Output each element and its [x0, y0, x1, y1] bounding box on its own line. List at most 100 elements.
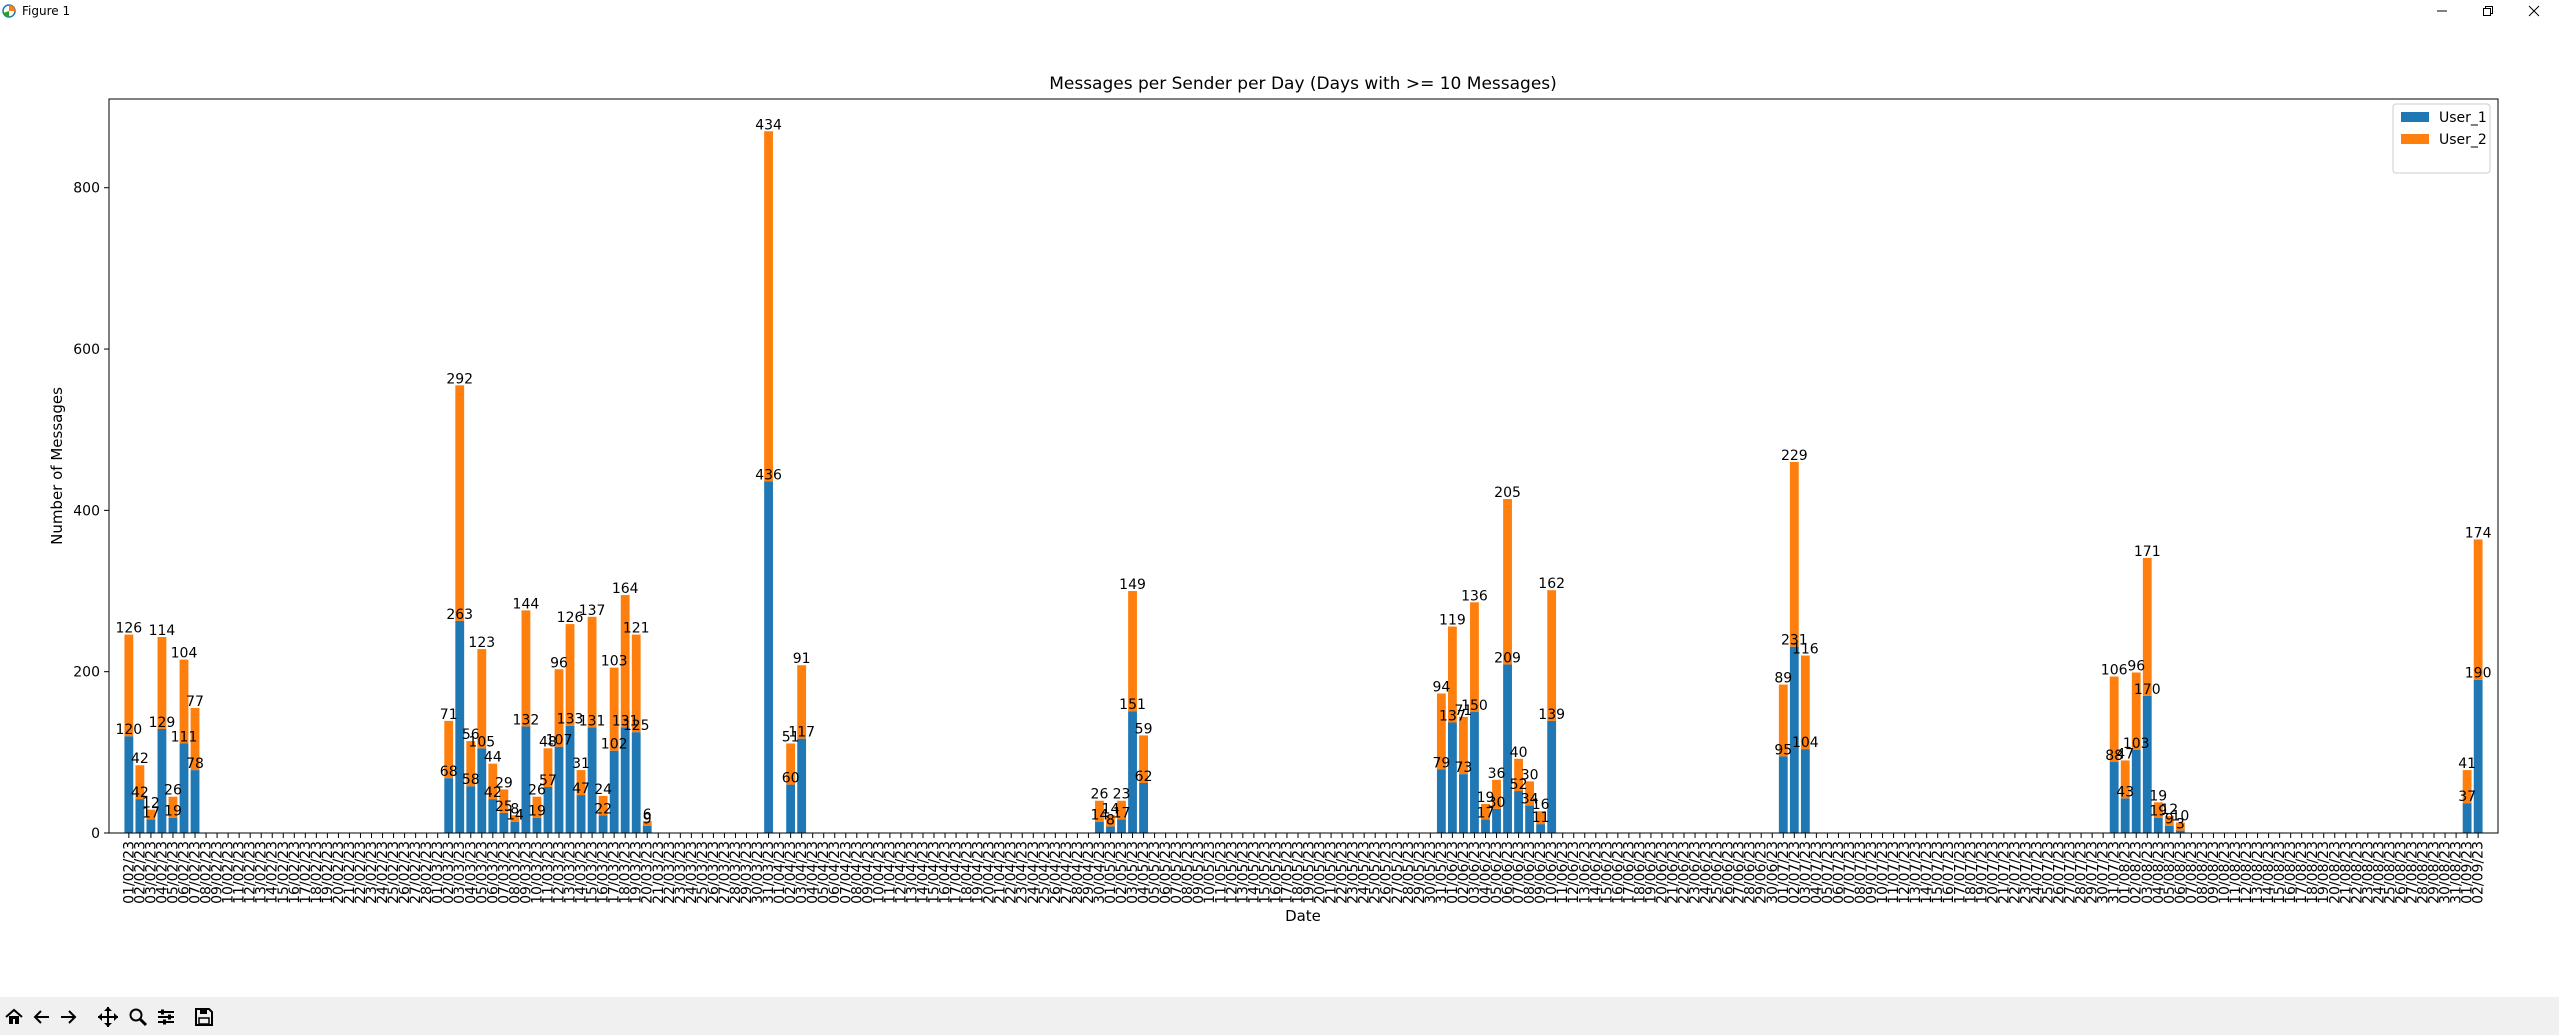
value-label-user-2: 292: [446, 371, 473, 387]
x-tick-label: 08/06/23: [1522, 841, 1538, 904]
x-tick-label: 30/03/23: [750, 841, 766, 904]
value-label-user-1: 22: [594, 801, 612, 817]
x-tick-label: 17/04/23: [949, 841, 965, 904]
value-label-user-2: 114: [149, 623, 176, 639]
restore-button[interactable]: [2465, 0, 2511, 22]
x-tick-label: 23/02/23: [364, 841, 380, 904]
x-tick-label: 04/08/23: [2151, 841, 2167, 904]
value-label-user-1: 8: [1106, 813, 1115, 829]
pan-button[interactable]: [96, 1005, 120, 1029]
bar-user-1-16-03-23: [598, 815, 608, 833]
value-label-user-2: 19: [2149, 788, 2167, 804]
x-tick-label: 09/07/23: [1864, 841, 1880, 904]
x-tick-label: 11/06/23: [1555, 841, 1571, 904]
minimize-button[interactable]: [2419, 0, 2465, 22]
bar-user-1-01-06-23: [1447, 722, 1457, 833]
bar-user-2-04-05-23: [1139, 735, 1148, 783]
x-tick-label: 22/08/23: [2349, 841, 2365, 904]
save-button[interactable]: [192, 1005, 216, 1029]
value-label-user-2: 96: [550, 655, 568, 671]
x-tick-label: 31/07/23: [2107, 841, 2123, 904]
value-label-user-2: 14: [1102, 801, 1120, 817]
x-tick-label: 12/06/23: [1566, 841, 1582, 904]
x-tick-label: 14/02/23: [265, 841, 281, 904]
legend-label-user-2: User_2: [2439, 132, 2487, 148]
bar-user-1-05-06-23: [1492, 808, 1501, 833]
value-label-user-2: 12: [2160, 802, 2178, 818]
bar-user-2-02-09-23: [2473, 539, 2483, 680]
x-tick-label: 24/02/23: [375, 841, 391, 904]
x-tick-label: 18/06/23: [1632, 841, 1648, 904]
x-tick-label: 19/02/23: [320, 841, 336, 904]
x-tick-label: 26/06/23: [1721, 841, 1737, 904]
close-button[interactable]: [2511, 0, 2557, 22]
value-label-user-2: 164: [612, 581, 639, 597]
value-label-user-1: 151: [1119, 697, 1146, 713]
value-label-user-2: 171: [2134, 544, 2161, 560]
configure-subplots-button[interactable]: [154, 1005, 178, 1029]
x-tick-label: 17/05/23: [1279, 841, 1295, 904]
x-tick-label: 16/05/23: [1268, 841, 1284, 904]
bar-user-2-07-06-23: [1514, 758, 1523, 792]
value-label-user-1: 9: [2165, 812, 2174, 828]
bar-user-1-03-03-23: [455, 620, 465, 833]
x-tick-label: 11/02/23: [232, 841, 248, 904]
x-tick-label: 07/02/23: [188, 841, 204, 904]
value-label-user-2: 16: [1532, 797, 1550, 813]
x-tick-label: 20/04/23: [982, 841, 998, 904]
bar-user-1-01-08-23: [2120, 798, 2130, 833]
value-label-user-1: 11: [1532, 810, 1550, 826]
value-label-user-1: 47: [572, 781, 590, 797]
x-tick-label: 13/08/23: [2250, 841, 2266, 904]
value-label-user-2: 59: [1135, 721, 1153, 737]
home-button[interactable]: [2, 1005, 26, 1029]
x-tick-label: 28/05/23: [1401, 841, 1417, 904]
forward-button[interactable]: [56, 1005, 80, 1029]
x-tick-label: 22/06/23: [1677, 841, 1693, 904]
x-tick-label: 05/04/23: [816, 841, 832, 904]
x-tick-label: 09/08/23: [2206, 841, 2222, 904]
legend-swatch-user-2: [2401, 134, 2429, 144]
back-arrow-icon: [33, 1010, 49, 1024]
x-tick-label: 01/05/23: [1103, 841, 1119, 904]
x-tick-label: 27/03/23: [717, 841, 733, 904]
x-tick-label: 13/03/23: [563, 841, 579, 904]
x-tick-label: 12/05/23: [1224, 841, 1240, 904]
x-tick-label: 16/06/23: [1610, 841, 1626, 904]
x-tick-label: 09/04/23: [860, 841, 876, 904]
x-tick-label: 21/02/23: [342, 841, 358, 904]
x-tick-label: 13/05/23: [1235, 841, 1251, 904]
bar-user-1-06-06-23: [1503, 664, 1512, 833]
value-label-user-1: 103: [2123, 736, 2150, 752]
bar-user-1-17-03-23: [609, 750, 619, 833]
bar-user-2-03-06-23: [1470, 602, 1479, 713]
zoom-button[interactable]: [126, 1005, 150, 1029]
x-tick-label: 25/03/23: [695, 841, 711, 904]
value-label-user-1: 125: [623, 718, 650, 734]
x-tick-label: 03/02/23: [143, 841, 159, 904]
value-label-user-2: 71: [1455, 703, 1473, 719]
value-label-user-1: 137: [1439, 708, 1466, 724]
x-tick-label: 24/06/23: [1699, 841, 1715, 904]
back-button[interactable]: [30, 1005, 54, 1029]
restore-icon: [2483, 6, 2493, 16]
value-label-user-1: 3: [2176, 817, 2185, 833]
value-label-user-2: 123: [468, 635, 495, 651]
x-tick-label: 16/03/23: [596, 841, 612, 904]
x-tick-label: 21/05/23: [1324, 841, 1340, 904]
x-tick-label: 01/04/23: [772, 841, 788, 904]
bar-user-2-08-03-23: [510, 815, 520, 822]
x-tick-label: 15/04/23: [927, 841, 943, 904]
pan-move-icon: [98, 1007, 118, 1027]
x-tick-label: 08/02/23: [199, 841, 215, 904]
bar-user-1-04-03-23: [466, 786, 476, 833]
x-tick-label: 22/07/23: [2007, 841, 2023, 904]
x-tick-label: 16/08/23: [2283, 841, 2299, 904]
bar-user-1-03-05-23: [1128, 711, 1137, 833]
x-tick-label: 17/03/23: [607, 841, 623, 904]
x-tick-label: 29/07/23: [2085, 841, 2101, 904]
value-label-user-1: 88: [2105, 748, 2123, 764]
x-tick-label: 03/07/23: [1798, 841, 1814, 904]
x-tick-label: 13/06/23: [1577, 841, 1593, 904]
x-tick-label: 12/07/23: [1897, 841, 1913, 904]
